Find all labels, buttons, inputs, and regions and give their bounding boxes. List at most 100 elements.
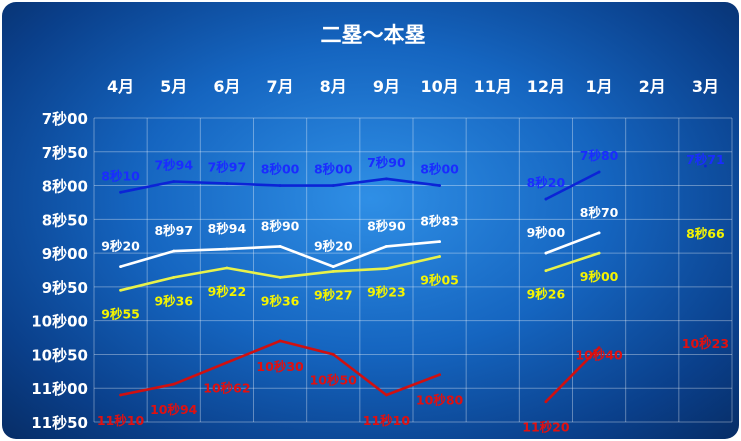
x-tick-label: 2月 bbox=[639, 77, 666, 96]
y-tick-label: 8秒00 bbox=[42, 178, 88, 196]
x-tick-label: 3月 bbox=[692, 77, 719, 96]
data-label: 8秒90 bbox=[367, 218, 406, 233]
x-tick-label: 4月 bbox=[107, 77, 134, 96]
data-point bbox=[278, 276, 282, 279]
data-point bbox=[438, 373, 441, 377]
data-point bbox=[704, 228, 707, 232]
data-point bbox=[119, 288, 122, 292]
data-point bbox=[278, 184, 282, 187]
data-point bbox=[597, 346, 601, 350]
data-label: 11秒10 bbox=[97, 413, 145, 428]
data-label: 9秒36 bbox=[261, 293, 300, 308]
data-point bbox=[331, 184, 335, 187]
data-point bbox=[438, 255, 441, 258]
data-point bbox=[544, 400, 548, 404]
data-label: 7秒90 bbox=[367, 155, 406, 170]
data-label: 8秒00 bbox=[261, 162, 300, 177]
data-point bbox=[278, 244, 282, 248]
data-point bbox=[172, 382, 176, 386]
data-label: 10秒62 bbox=[203, 381, 250, 396]
chart-title: 二塁～本塁 bbox=[321, 23, 426, 47]
data-label: 7秒71 bbox=[686, 152, 725, 167]
data-label: 9秒23 bbox=[367, 285, 406, 300]
data-point bbox=[278, 339, 282, 343]
data-label: 8秒70 bbox=[580, 205, 619, 220]
data-label: 8秒83 bbox=[420, 214, 459, 229]
data-point bbox=[544, 251, 548, 255]
grid bbox=[93, 117, 733, 423]
data-label: 8秒10 bbox=[101, 168, 140, 183]
y-axis-labels: 7秒00 7秒50 8秒00 8秒50 9秒00 9秒50 10秒00 10秒50 11秒00 1… bbox=[31, 110, 88, 432]
data-label: 10秒50 bbox=[310, 372, 358, 387]
data-label: 9秒55 bbox=[101, 306, 140, 321]
data-point bbox=[704, 334, 707, 338]
data-label: 11秒10 bbox=[363, 413, 411, 428]
data-point bbox=[385, 267, 388, 271]
data-label: 8秒20 bbox=[527, 175, 566, 190]
data-point bbox=[172, 249, 176, 253]
data-label: 10秒23 bbox=[682, 336, 729, 351]
data-label: 10秒30 bbox=[256, 359, 304, 374]
x-tick-label: 8月 bbox=[320, 77, 347, 96]
data-label: 9秒22 bbox=[208, 284, 247, 299]
data-point bbox=[172, 276, 176, 279]
y-tick-label: 7秒00 bbox=[42, 110, 88, 128]
data-point bbox=[119, 265, 122, 269]
data-point bbox=[597, 251, 601, 255]
y-tick-label: 11秒50 bbox=[31, 414, 88, 432]
data-point bbox=[597, 231, 601, 235]
x-tick-label: 5月 bbox=[160, 77, 187, 96]
y-tick-label: 8秒50 bbox=[42, 211, 88, 229]
data-point bbox=[225, 247, 229, 251]
data-point bbox=[438, 240, 441, 244]
y-tick-label: 7秒50 bbox=[42, 144, 88, 162]
data-label: 10秒80 bbox=[416, 393, 464, 408]
x-tick-label: 1月 bbox=[586, 77, 613, 96]
data-point bbox=[172, 180, 176, 183]
data-label: 9秒26 bbox=[527, 287, 566, 302]
series bbox=[119, 164, 707, 404]
data-point bbox=[544, 197, 548, 201]
series-line-3 bbox=[544, 346, 601, 404]
data-labels: 8秒10 7秒94 7秒97 8秒00 8秒00 7秒90 8秒00 8秒20 7秒80 7秒71… bbox=[97, 148, 729, 435]
data-label: 9秒05 bbox=[420, 272, 459, 287]
y-tick-label: 9秒00 bbox=[42, 245, 88, 263]
data-label: 8秒90 bbox=[261, 218, 300, 233]
data-label: 11秒20 bbox=[522, 420, 570, 435]
y-tick-label: 10秒00 bbox=[31, 313, 88, 331]
data-point bbox=[225, 361, 229, 364]
data-label: 9秒00 bbox=[527, 225, 566, 240]
data-point bbox=[331, 353, 335, 356]
y-tick-label: 9秒50 bbox=[42, 279, 88, 297]
data-label: 8秒00 bbox=[420, 162, 459, 177]
x-tick-label: 6月 bbox=[213, 77, 240, 96]
data-point bbox=[597, 170, 601, 174]
data-label: 7秒94 bbox=[154, 158, 193, 173]
y-tick-label: 11秒00 bbox=[31, 380, 88, 398]
data-point bbox=[385, 177, 388, 181]
data-label: 7秒97 bbox=[208, 160, 247, 175]
series-line-0 bbox=[544, 170, 601, 201]
x-tick-label: 11月 bbox=[474, 77, 512, 96]
data-label: 9秒27 bbox=[314, 287, 353, 302]
y-tick-label: 10秒50 bbox=[31, 346, 88, 364]
data-label: 9秒36 bbox=[154, 293, 193, 308]
series-line-2 bbox=[544, 251, 601, 273]
x-tick-label: 7月 bbox=[267, 77, 294, 96]
data-point bbox=[225, 182, 229, 185]
data-point bbox=[331, 269, 335, 273]
x-tick-label: 9月 bbox=[373, 77, 400, 96]
data-point bbox=[544, 269, 548, 273]
data-label: 8秒00 bbox=[314, 162, 353, 177]
data-point bbox=[385, 244, 388, 248]
series-line-1 bbox=[544, 231, 601, 255]
data-label: 8秒66 bbox=[686, 226, 725, 241]
data-label: 9秒20 bbox=[314, 239, 353, 254]
data-point bbox=[385, 393, 388, 397]
x-tick-label: 10月 bbox=[420, 77, 458, 96]
data-label: 9秒00 bbox=[580, 269, 619, 284]
data-label: 9秒20 bbox=[101, 239, 140, 254]
data-label: 8秒97 bbox=[154, 223, 193, 238]
